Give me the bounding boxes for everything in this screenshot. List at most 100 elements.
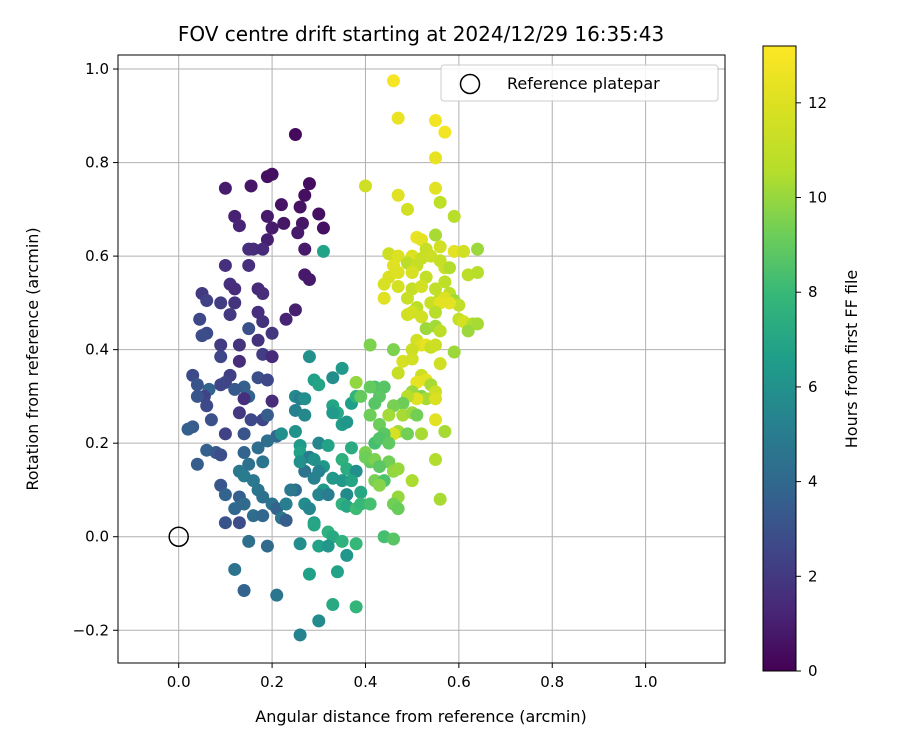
data-point bbox=[251, 441, 265, 455]
data-point bbox=[279, 513, 293, 527]
data-point bbox=[218, 488, 232, 502]
chart-title: FOV centre drift starting at 2024/12/29 … bbox=[178, 22, 664, 46]
data-point bbox=[298, 242, 312, 256]
y-tick-label: 0.0 bbox=[85, 528, 109, 546]
data-point bbox=[372, 460, 386, 474]
data-point bbox=[265, 326, 279, 340]
data-point bbox=[461, 324, 475, 338]
data-point bbox=[335, 474, 349, 488]
data-point bbox=[265, 221, 279, 235]
data-point bbox=[291, 226, 305, 240]
data-point bbox=[293, 455, 307, 469]
data-point bbox=[228, 382, 242, 396]
data-point bbox=[349, 600, 363, 614]
x-tick-label: 0.2 bbox=[260, 673, 284, 691]
data-point bbox=[228, 502, 242, 516]
reference-platepar-marker bbox=[168, 526, 189, 547]
data-point bbox=[256, 315, 270, 329]
data-point bbox=[218, 258, 232, 272]
data-point bbox=[274, 427, 288, 441]
data-point bbox=[256, 242, 270, 256]
data-point bbox=[232, 406, 246, 420]
x-axis-label: Angular distance from reference (arcmin) bbox=[255, 707, 586, 726]
data-point bbox=[302, 350, 316, 364]
data-point bbox=[316, 221, 330, 235]
data-point bbox=[298, 188, 312, 202]
data-point bbox=[368, 396, 382, 410]
x-tick-label: 0.8 bbox=[540, 673, 564, 691]
data-point bbox=[214, 448, 228, 462]
data-point bbox=[302, 502, 316, 516]
data-point bbox=[429, 392, 443, 406]
data-point bbox=[391, 280, 405, 294]
data-point bbox=[321, 439, 335, 453]
data-point bbox=[218, 516, 232, 530]
data-point bbox=[443, 296, 457, 310]
data-point bbox=[232, 516, 246, 530]
data-point bbox=[429, 228, 443, 242]
x-tick-label: 0.0 bbox=[167, 673, 191, 691]
data-point bbox=[447, 209, 461, 223]
data-point bbox=[256, 287, 270, 301]
data-point bbox=[251, 333, 265, 347]
plot-background bbox=[118, 55, 725, 663]
data-point bbox=[302, 177, 316, 191]
data-point bbox=[400, 202, 414, 216]
data-point bbox=[277, 216, 291, 230]
data-point bbox=[312, 539, 326, 553]
data-point bbox=[326, 371, 340, 385]
data-point bbox=[391, 462, 405, 476]
data-point bbox=[242, 258, 256, 272]
data-point bbox=[228, 562, 242, 576]
data-point bbox=[312, 614, 326, 628]
data-point bbox=[312, 488, 326, 502]
data-point bbox=[265, 394, 279, 408]
x-tick-label: 1.0 bbox=[634, 673, 658, 691]
data-point bbox=[358, 179, 372, 193]
data-point bbox=[438, 275, 452, 289]
data-point bbox=[335, 361, 349, 375]
legend-label: Reference platepar bbox=[507, 74, 660, 93]
data-point bbox=[204, 413, 218, 427]
data-point bbox=[279, 497, 293, 511]
data-point bbox=[246, 509, 260, 523]
colorbar-label: Hours from first FF file bbox=[842, 270, 861, 449]
data-point bbox=[232, 354, 246, 368]
data-point bbox=[405, 474, 419, 488]
data-point bbox=[214, 378, 228, 392]
data-point bbox=[438, 125, 452, 139]
legend: Reference platepar bbox=[440, 64, 719, 102]
data-point bbox=[190, 389, 204, 403]
x-tick-label: 0.4 bbox=[354, 673, 378, 691]
data-point bbox=[429, 151, 443, 165]
data-point bbox=[391, 111, 405, 125]
data-point bbox=[429, 113, 443, 127]
data-point bbox=[415, 427, 428, 441]
data-point bbox=[363, 497, 377, 511]
data-points bbox=[181, 74, 485, 642]
data-point bbox=[237, 446, 251, 460]
data-point bbox=[274, 198, 288, 212]
data-point bbox=[232, 338, 246, 352]
data-point bbox=[265, 167, 279, 181]
data-point bbox=[447, 345, 461, 359]
data-point bbox=[181, 422, 195, 436]
data-point bbox=[242, 534, 256, 548]
data-point bbox=[279, 312, 293, 326]
data-point bbox=[471, 265, 485, 279]
plot-frame bbox=[117, 54, 726, 664]
colorbar-tick-label: 4 bbox=[808, 473, 818, 491]
colorbar-tick-label: 12 bbox=[808, 94, 827, 112]
data-point bbox=[340, 415, 354, 429]
data-point bbox=[312, 207, 326, 221]
data-point bbox=[244, 179, 258, 193]
data-point bbox=[260, 434, 274, 448]
data-point bbox=[242, 457, 256, 471]
data-point bbox=[433, 357, 447, 371]
x-axis-ticks: 0.0 0.2 0.4 0.6 0.8 1.0 bbox=[167, 663, 658, 691]
colorbar-tick-label: 10 bbox=[808, 189, 827, 207]
data-point bbox=[471, 317, 485, 331]
data-point bbox=[419, 392, 433, 406]
data-point bbox=[228, 296, 242, 310]
data-point bbox=[200, 294, 214, 308]
